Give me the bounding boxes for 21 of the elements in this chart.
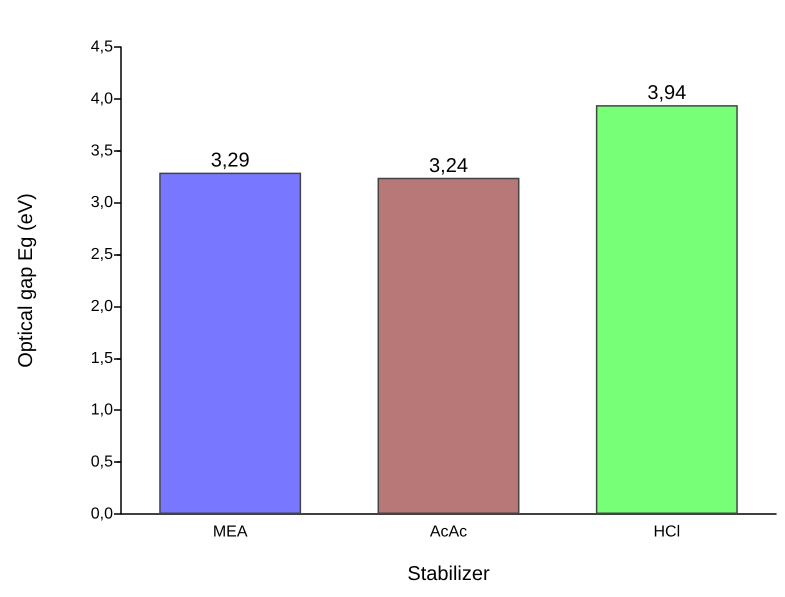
y-tick-label: 3,5 bbox=[90, 142, 114, 160]
data-label: 3,29 bbox=[210, 150, 250, 172]
x-tick-label: AcAc bbox=[430, 524, 468, 540]
bar bbox=[159, 172, 302, 514]
y-tick-label: 0,0 bbox=[90, 506, 114, 522]
x-tick-label: HCl bbox=[653, 524, 680, 540]
data-label: 3,94 bbox=[647, 82, 686, 104]
y-tick-label: 4,5 bbox=[90, 38, 114, 56]
bar bbox=[596, 105, 738, 514]
y-tick-label: 4,0 bbox=[90, 90, 114, 108]
y-tick-label: 2,0 bbox=[90, 298, 114, 315]
y-axis-title: Optical gap Eg (eV) bbox=[15, 193, 37, 368]
data-label: 3,24 bbox=[429, 154, 468, 177]
x-tick-label: MEA bbox=[212, 524, 248, 540]
x-axis-title: Stabilizer bbox=[407, 563, 490, 585]
y-tick-label: 2,5 bbox=[90, 246, 114, 264]
y-tick-label: 0,5 bbox=[90, 454, 114, 471]
y-tick-label: 1,0 bbox=[90, 402, 114, 419]
y-tick-label: 1,5 bbox=[90, 350, 114, 367]
bar bbox=[378, 178, 520, 514]
y-tick-label: 3,0 bbox=[90, 194, 114, 212]
